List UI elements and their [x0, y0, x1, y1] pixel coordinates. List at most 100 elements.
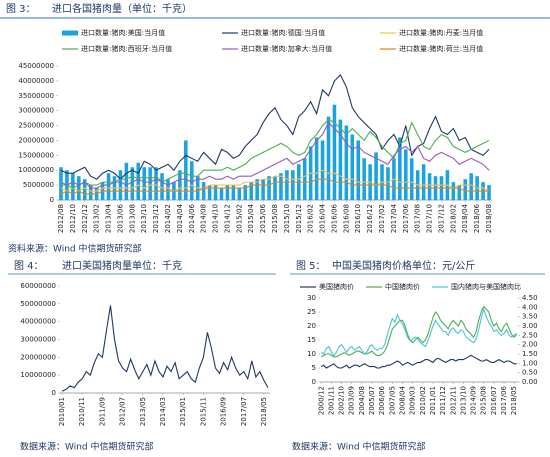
x-tick-label: 2012/11 — [449, 386, 457, 415]
bar — [237, 188, 242, 200]
y-tick-label: 10000000 — [18, 166, 54, 174]
bar — [136, 162, 141, 200]
x-tick-label: 2013/05 — [139, 397, 147, 426]
x-tick-label: 2017/06 — [402, 203, 410, 233]
y-tick-label: 30000000 — [18, 107, 54, 115]
x-tick-label: 2017/04 — [390, 203, 398, 233]
x-tick-label: 2018/04 — [461, 203, 469, 233]
source-note: 资料来源：Wind 中信期货研究部 — [8, 243, 141, 255]
bar — [213, 185, 218, 200]
x-tick-label: 2011/12 — [439, 386, 447, 415]
bar — [398, 137, 402, 200]
bar — [314, 137, 319, 200]
y2-tick-label: 2.50 — [522, 331, 538, 339]
bar — [249, 182, 254, 200]
legend-label: 美国猪肉价 — [319, 282, 354, 291]
x-tick-label: 2017/02 — [378, 204, 386, 233]
y-tick-label: 30000000 — [20, 336, 56, 344]
legend-label: 进口数量:猪肉:荷兰:当月值 — [399, 44, 483, 53]
bar — [451, 182, 456, 200]
figure-label: 图 5： — [296, 260, 326, 272]
y-tick-label: 25000000 — [18, 122, 54, 130]
x-tick-label: 2002/10 — [338, 386, 346, 415]
x-tick-label: 2014/08 — [200, 204, 208, 233]
bar — [201, 182, 206, 200]
bar — [77, 176, 81, 200]
bar — [457, 185, 462, 200]
y-tick-label: 0 — [52, 389, 56, 397]
series-line — [61, 305, 269, 392]
x-tick-label: 2015/12 — [295, 204, 303, 233]
bar — [267, 176, 271, 200]
x-tick-label: 2018/08 — [485, 204, 493, 233]
series-line — [60, 169, 490, 192]
y2-tick-label: 2.00 — [522, 341, 538, 349]
x-tick-label: 2017/08 — [414, 204, 422, 233]
bar — [338, 119, 343, 200]
bar — [291, 170, 295, 200]
x-tick-label: 2013/12 — [152, 204, 160, 233]
series-line — [60, 118, 490, 189]
x-tick-label: 2005/07 — [368, 386, 376, 415]
x-tick-label: 2014/12 — [223, 204, 231, 233]
x-tick-label: 2013/02 — [93, 204, 101, 233]
bar — [487, 185, 491, 200]
x-tick-label: 2018/05 — [260, 397, 268, 426]
x-tick-label: 2012/07 — [119, 397, 127, 426]
series-line — [60, 121, 490, 189]
x-tick-label: 2018/02 — [449, 204, 457, 233]
bar — [142, 167, 146, 200]
x-tick-label: 2003/09 — [348, 386, 356, 415]
series-line — [320, 307, 518, 357]
y-tick-label: 60000000 — [20, 282, 56, 290]
series-line — [321, 354, 517, 369]
bar — [82, 179, 87, 200]
y2-tick-label: 4.50 — [522, 294, 538, 302]
legend-label: 进口数量:猪肉:美国:当月值 — [81, 28, 165, 37]
x-tick-label: 2004/08 — [358, 386, 366, 415]
x-tick-label: 2015/01 — [179, 397, 187, 426]
bar — [421, 164, 426, 200]
bar — [166, 179, 170, 200]
source-note: 数据来源：Wind 中信期货研究部 — [292, 441, 425, 453]
bar — [88, 185, 93, 200]
x-tick-label: 2016/04 — [319, 203, 327, 233]
y2-tick-label: 1.00 — [522, 359, 538, 367]
x-tick-label: 2013/10 — [459, 386, 467, 415]
x-tick-label: 2016/09 — [220, 397, 228, 426]
x-tick-label: 2014/10 — [212, 204, 220, 233]
x-tick-label: 2008/04 — [399, 385, 407, 415]
x-tick-label: 2011/01 — [429, 386, 437, 415]
y-tick-label: 15000000 — [18, 151, 54, 159]
bar — [184, 140, 188, 200]
x-tick-label: 2016/07 — [490, 386, 498, 415]
bar — [463, 179, 468, 200]
figure-label: 图 4： — [14, 260, 44, 272]
x-tick-label: 2013/10 — [140, 204, 148, 233]
x-tick-label: 2013/04 — [105, 203, 113, 233]
y-tick-label: 30 — [307, 294, 316, 302]
y-tick-label: 25 — [307, 308, 316, 316]
x-tick-label: 2017/06 — [500, 385, 508, 415]
y-tick-label: 45000000 — [18, 62, 54, 70]
y-tick-label: 0 — [50, 196, 54, 204]
bar — [356, 140, 361, 200]
y-tick-label: 20000000 — [18, 136, 54, 144]
bar — [225, 185, 230, 200]
x-tick-label: 2016/10 — [354, 204, 362, 233]
chart-title: 进口美国猪肉量单位：千克 — [62, 259, 182, 272]
x-tick-label: 2007/05 — [388, 386, 396, 415]
bar — [404, 149, 408, 200]
x-tick-label: 2010/11 — [78, 397, 86, 426]
y-tick-label: 10000000 — [20, 371, 56, 379]
x-tick-label: 2013/06 — [116, 203, 124, 233]
x-tick-label: 2018/06 — [473, 203, 481, 233]
x-tick-label: 2016/02 — [307, 204, 315, 233]
y-tick-label: 35000000 — [18, 92, 54, 100]
x-tick-label: 2014/09 — [470, 386, 478, 415]
y-tick-label: 20 — [307, 322, 316, 330]
chart-title: 进口各国猪肉量（单位：千克） — [52, 2, 192, 15]
